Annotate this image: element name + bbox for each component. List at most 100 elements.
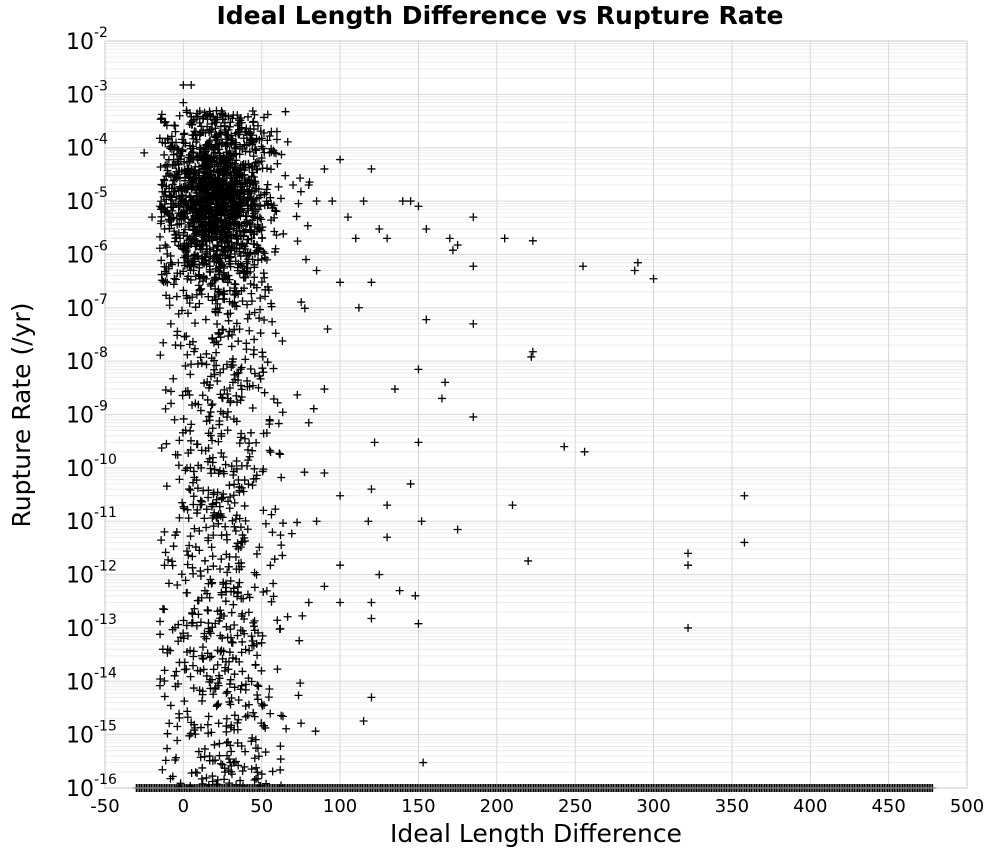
data-point: [249, 345, 258, 354]
data-point: [216, 368, 225, 377]
data-point: [234, 368, 243, 377]
data-point: [237, 742, 246, 751]
data-point: [206, 675, 215, 684]
data-point: [166, 319, 175, 328]
data-point: [227, 767, 236, 776]
data-point: [259, 587, 268, 596]
data-point: [199, 126, 208, 135]
data-point: [184, 551, 193, 560]
data-point: [157, 256, 166, 265]
data-point: [192, 440, 201, 449]
data-point: [170, 415, 179, 424]
data-point: [256, 329, 265, 338]
data-point: [178, 135, 187, 144]
data-point: [199, 486, 208, 495]
data-point: [417, 517, 426, 526]
data-point: [469, 213, 478, 222]
data-point: [276, 450, 285, 459]
data-point: [233, 588, 242, 597]
data-point: [168, 206, 177, 215]
data-point: [227, 587, 236, 596]
data-point: [204, 383, 213, 392]
data-point: [221, 273, 230, 282]
data-point: [171, 234, 180, 243]
data-point: [235, 439, 244, 448]
data-point: [247, 297, 256, 306]
data-point: [195, 263, 204, 272]
data-point: [274, 182, 283, 191]
data-point: [260, 190, 269, 199]
data-point: [222, 189, 231, 198]
data-point: [217, 109, 226, 118]
data-point: [174, 309, 183, 318]
data-point: [422, 315, 431, 324]
data-point: [213, 202, 222, 211]
data-point: [249, 618, 258, 627]
data-point: [183, 350, 192, 359]
data-point: [261, 748, 270, 757]
data-point: [269, 364, 278, 373]
data-point: [202, 274, 211, 283]
data-point: [228, 215, 237, 224]
data-point: [200, 629, 209, 638]
data-point: [257, 770, 266, 779]
data-point: [234, 696, 243, 705]
data-point: [222, 714, 231, 723]
data-point: [204, 536, 213, 545]
data-point: [205, 593, 214, 602]
data-point: [242, 345, 251, 354]
data-point: [283, 137, 292, 146]
data-point: [276, 531, 285, 540]
data-point: [215, 674, 224, 683]
data-point: [176, 242, 185, 251]
data-point: [200, 514, 209, 523]
data-point: [211, 295, 220, 304]
data-point: [210, 189, 219, 198]
data-point: [198, 763, 207, 772]
data-point: [164, 215, 173, 224]
data-point: [264, 286, 273, 295]
data-point: [258, 144, 267, 153]
data-point: [235, 578, 244, 587]
data-point: [300, 304, 309, 313]
x-tick-label: 300: [636, 796, 670, 817]
data-point: [216, 184, 225, 193]
data-point: [171, 127, 180, 136]
x-tick-label: 250: [558, 796, 592, 817]
x-tick-label: 50: [250, 796, 273, 817]
data-point: [163, 249, 172, 258]
data-point: [241, 712, 250, 721]
data-point: [226, 178, 235, 187]
data-point: [186, 729, 195, 738]
data-point: [247, 677, 256, 686]
data-point: [211, 305, 220, 314]
data-point: [211, 132, 220, 141]
data-point: [249, 180, 258, 189]
data-point: [267, 302, 276, 311]
data-point: [232, 319, 241, 328]
y-tick-label: 10-14: [66, 665, 117, 695]
data-point: [247, 135, 256, 144]
data-point: [336, 561, 345, 570]
data-point: [277, 711, 286, 720]
data-point: [197, 359, 206, 368]
data-point: [255, 371, 264, 380]
data-point: [227, 363, 236, 372]
data-point: [218, 760, 227, 769]
data-point: [171, 341, 180, 350]
data-point: [169, 542, 178, 551]
data-point: [243, 590, 252, 599]
data-point: [293, 237, 302, 246]
data-point: [272, 230, 281, 239]
data-point: [370, 438, 379, 447]
data-point: [161, 161, 170, 170]
data-point: [186, 463, 195, 472]
data-point: [185, 119, 194, 128]
data-point: [500, 234, 509, 243]
data-point: [188, 401, 197, 410]
data-point: [161, 756, 170, 765]
data-point: [252, 146, 261, 155]
data-point: [236, 626, 245, 635]
data-point: [237, 118, 246, 127]
data-point: [225, 481, 234, 490]
